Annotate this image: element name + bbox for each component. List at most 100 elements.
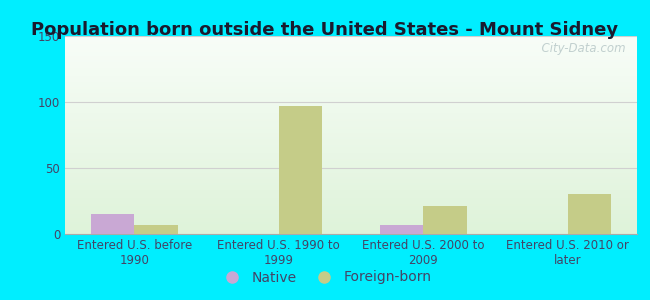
Bar [65, 82, 637, 83]
Bar [65, 105, 637, 107]
Bar [65, 153, 637, 155]
Bar [65, 137, 637, 139]
Bar [65, 161, 637, 163]
Bar [65, 192, 637, 194]
Bar [65, 182, 637, 184]
Bar [65, 212, 637, 214]
Bar [65, 187, 637, 188]
Bar [65, 208, 637, 210]
Bar [65, 190, 637, 192]
Bar [65, 92, 637, 93]
Bar [65, 98, 637, 99]
Bar [279, 106, 322, 234]
Bar [65, 141, 637, 143]
Bar [65, 50, 637, 52]
Bar [65, 101, 637, 103]
Bar [65, 99, 637, 101]
Bar [65, 127, 637, 129]
Bar [65, 42, 637, 44]
Bar [65, 202, 637, 204]
Bar [65, 89, 637, 92]
Bar [65, 78, 637, 80]
Bar [65, 109, 637, 111]
Bar [65, 206, 637, 208]
Bar [65, 60, 637, 62]
Bar [65, 196, 637, 198]
Bar [65, 181, 637, 182]
Bar [65, 228, 637, 230]
Bar [65, 52, 637, 54]
Bar [65, 149, 637, 151]
Legend: Native, Foreign-born: Native, Foreign-born [213, 265, 437, 290]
Bar [65, 214, 637, 216]
Bar [65, 121, 637, 123]
Bar [65, 44, 637, 46]
Bar [135, 225, 177, 234]
Bar [65, 76, 637, 78]
Bar [65, 95, 637, 98]
Bar [65, 64, 637, 66]
Bar [65, 204, 637, 206]
Bar [65, 169, 637, 171]
Bar [65, 159, 637, 161]
Bar [65, 131, 637, 133]
Bar [65, 68, 637, 70]
Bar [65, 218, 637, 220]
Bar [65, 125, 637, 127]
Bar [65, 72, 637, 74]
Bar [65, 88, 637, 89]
Bar [65, 163, 637, 165]
Bar [65, 178, 637, 181]
Bar [65, 133, 637, 135]
Bar [65, 40, 637, 42]
Bar [65, 74, 637, 76]
Bar [65, 80, 637, 82]
Text: Population born outside the United States - Mount Sidney: Population born outside the United State… [31, 21, 619, 39]
Bar [91, 214, 135, 234]
Bar [65, 184, 637, 187]
Bar [65, 165, 637, 167]
Bar [65, 145, 637, 147]
Bar [65, 70, 637, 72]
Bar [65, 103, 637, 105]
Bar [65, 54, 637, 56]
Bar [380, 225, 423, 234]
Bar [65, 216, 637, 218]
Bar [65, 155, 637, 157]
Bar [65, 139, 637, 141]
Bar [65, 38, 637, 40]
Bar [65, 226, 637, 228]
Bar [65, 198, 637, 200]
Bar [423, 206, 467, 234]
Bar [65, 157, 637, 159]
Bar [65, 171, 637, 172]
Bar [65, 129, 637, 131]
Bar [65, 93, 637, 95]
Bar [65, 36, 637, 38]
Bar [65, 119, 637, 121]
Bar [65, 177, 637, 178]
Bar [65, 222, 637, 224]
Bar [65, 46, 637, 48]
Bar [65, 188, 637, 190]
Bar [65, 147, 637, 149]
Bar [65, 48, 637, 50]
Bar [65, 200, 637, 202]
Bar [65, 224, 637, 226]
Bar [65, 220, 637, 222]
Bar [65, 172, 637, 175]
Bar [65, 143, 637, 145]
Bar [65, 194, 637, 196]
Bar [65, 66, 637, 68]
Bar [65, 58, 637, 60]
Bar [65, 56, 637, 58]
Bar [65, 135, 637, 137]
Bar [65, 175, 637, 177]
Bar [65, 62, 637, 64]
Bar [567, 194, 611, 234]
Bar [65, 232, 637, 234]
Bar [65, 117, 637, 119]
Bar [65, 85, 637, 88]
Bar [65, 107, 637, 109]
Bar [65, 113, 637, 115]
